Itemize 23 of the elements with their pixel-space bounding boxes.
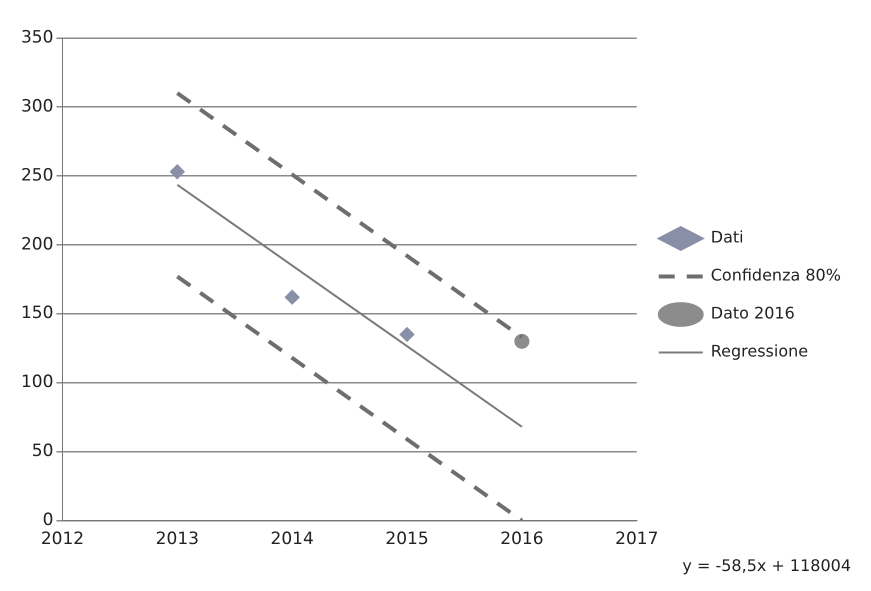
y-tick-label: 200 bbox=[20, 234, 54, 254]
legend-label: Confidenza 80% bbox=[710, 266, 841, 285]
y-tick-label: 100 bbox=[20, 372, 54, 392]
text: y = -58,5x + 118004 bbox=[682, 556, 851, 575]
y-tick-label: 0 bbox=[42, 510, 54, 530]
y-tick-label: 350 bbox=[20, 27, 54, 48]
y-tick-label: 300 bbox=[20, 96, 54, 116]
legend-label: Dato 2016 bbox=[710, 304, 795, 323]
x-tick-label: 2014 bbox=[270, 529, 314, 550]
point bbox=[170, 164, 185, 180]
point bbox=[284, 290, 300, 305]
y-tick-label: 250 bbox=[20, 165, 54, 186]
y-tick-label: 150 bbox=[20, 303, 54, 324]
x-tick-label: 2015 bbox=[385, 529, 429, 550]
y-tick-label: 50 bbox=[32, 441, 54, 462]
legend-label: Regressione bbox=[710, 342, 808, 361]
x-tick-label: 2016 bbox=[500, 529, 544, 550]
point bbox=[400, 326, 415, 342]
x-tick-label: 2013 bbox=[156, 529, 199, 550]
x-tick-label: 2012 bbox=[40, 529, 84, 550]
x-tick-label: 2017 bbox=[615, 529, 658, 550]
point bbox=[514, 334, 530, 349]
legend-label: Dati bbox=[710, 228, 744, 247]
